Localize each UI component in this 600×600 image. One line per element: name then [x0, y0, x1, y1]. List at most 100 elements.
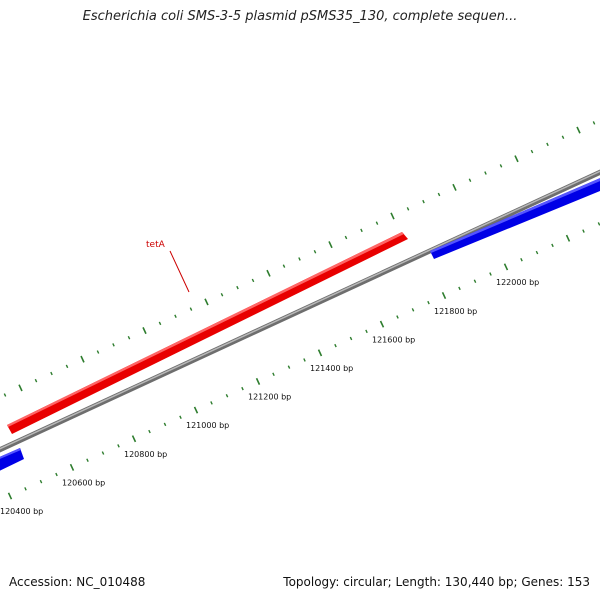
- inner-minor-tick: [582, 229, 585, 233]
- outer-major-tick: [80, 355, 85, 363]
- inner-minor-tick: [163, 422, 167, 427]
- outer-minor-tick: [375, 221, 379, 225]
- backbone-highlight: [0, 170, 600, 450]
- outer-minor-tick: [530, 149, 534, 154]
- outer-major-tick: [514, 155, 519, 163]
- gene-tetA[interactable]: [7, 232, 408, 434]
- outer-major-tick: [18, 384, 23, 392]
- inner-minor-tick: [551, 243, 554, 248]
- inner-minor-tick: [365, 329, 368, 334]
- inner-minor-tick: [535, 250, 539, 255]
- inner-minor-tick: [427, 300, 430, 305]
- outer-minor-tick: [112, 343, 115, 347]
- inner-major-tick: [69, 463, 75, 471]
- outer-minor-tick: [34, 378, 38, 383]
- inner-minor-tick: [520, 257, 523, 262]
- inner-minor-tick: [473, 279, 477, 283]
- scale-label: 121800 bp: [434, 307, 477, 316]
- inner-minor-tick: [86, 458, 89, 462]
- outer-minor-tick: [499, 164, 503, 168]
- inner-minor-tick: [396, 315, 399, 319]
- scale-label: 121400 bp: [310, 364, 353, 373]
- outer-minor-tick: [561, 135, 565, 139]
- outer-minor-tick: [65, 364, 69, 369]
- inner-minor-tick: [101, 451, 105, 455]
- inner-major-tick: [255, 377, 261, 385]
- outer-major-tick: [452, 183, 457, 191]
- inner-minor-tick: [287, 365, 291, 369]
- scale-label: 121200 bp: [248, 393, 291, 402]
- inner-minor-tick: [225, 394, 229, 398]
- outer-minor-tick: [220, 293, 224, 297]
- gene-reverse-left-top: [0, 448, 21, 459]
- gene-label-tetA[interactable]: tetA: [146, 240, 166, 250]
- backbone: [0, 169, 600, 453]
- outer-minor-tick: [406, 207, 410, 211]
- inner-minor-tick: [117, 444, 120, 448]
- inner-major-tick: [317, 349, 323, 357]
- outer-minor-tick: [592, 121, 596, 125]
- inner-minor-tick: [489, 272, 492, 276]
- outer-minor-tick: [251, 278, 255, 283]
- outer-tick-track: [3, 121, 596, 397]
- inner-minor-tick: [24, 487, 27, 491]
- outer-minor-tick: [158, 321, 162, 326]
- inner-major-tick: [441, 292, 447, 300]
- outer-minor-tick: [50, 371, 53, 376]
- inner-minor-tick: [334, 343, 337, 348]
- gene-reverse-right-top: [430, 178, 600, 253]
- outer-minor-tick: [484, 171, 487, 175]
- inner-minor-tick: [458, 286, 461, 291]
- inner-minor-tick: [148, 429, 151, 434]
- outer-minor-tick: [360, 228, 363, 233]
- scale-label: 122000 bp: [496, 278, 539, 287]
- gene-reverse-right[interactable]: [430, 176, 600, 259]
- map-title: Escherichia coli SMS-3-5 plasmid pSMS35_…: [82, 9, 518, 24]
- outer-minor-tick: [546, 142, 549, 147]
- outer-minor-tick: [437, 192, 441, 197]
- outer-minor-tick: [96, 350, 100, 354]
- inner-minor-tick: [39, 479, 43, 484]
- inner-tick-track: [7, 222, 600, 500]
- outer-minor-tick: [313, 250, 317, 254]
- inner-major-tick: [193, 406, 199, 414]
- outer-major-tick: [328, 241, 333, 249]
- outer-minor-tick: [236, 285, 239, 290]
- inner-minor-tick: [349, 336, 353, 341]
- inner-minor-tick: [597, 222, 600, 226]
- inner-major-tick: [565, 234, 571, 242]
- inner-minor-tick: [241, 386, 244, 391]
- gene-label-leader: [169, 250, 190, 293]
- outer-major-tick: [142, 327, 147, 335]
- inner-minor-tick: [272, 372, 275, 377]
- outer-minor-tick: [3, 393, 7, 397]
- gene-reverse-left[interactable]: [0, 448, 24, 473]
- outer-minor-tick: [174, 314, 177, 318]
- scale-label: 121000 bp: [186, 421, 229, 430]
- inner-minor-tick: [210, 401, 213, 405]
- outer-major-tick: [576, 126, 581, 134]
- inner-minor-tick: [55, 472, 58, 477]
- inner-minor-tick: [179, 415, 182, 419]
- outer-minor-tick: [127, 335, 131, 340]
- outer-minor-tick: [189, 307, 193, 311]
- scale-labels: 120400 bp 120600 bp 120800 bp 121000 bp 1212…: [0, 278, 539, 516]
- scale-label: 120800 bp: [124, 450, 167, 459]
- scale-label: 120600 bp: [62, 478, 105, 487]
- outer-minor-tick: [468, 178, 472, 182]
- outer-minor-tick: [282, 264, 286, 268]
- inner-major-tick: [131, 435, 137, 443]
- scale-label: 120400 bp: [0, 507, 43, 516]
- outer-minor-tick: [298, 257, 301, 261]
- inner-minor-tick: [411, 308, 415, 312]
- inner-minor-tick: [303, 358, 306, 362]
- summary-text: Topology: circular; Length: 130,440 bp; …: [283, 575, 590, 589]
- outer-major-tick: [266, 269, 271, 277]
- inner-major-tick: [7, 492, 13, 500]
- backbone-line: [0, 169, 600, 453]
- gene-tetA-top: [7, 232, 404, 427]
- outer-minor-tick: [422, 199, 425, 204]
- accession-text: Accession: NC_010488: [9, 575, 146, 589]
- scale-label: 121600 bp: [372, 335, 415, 344]
